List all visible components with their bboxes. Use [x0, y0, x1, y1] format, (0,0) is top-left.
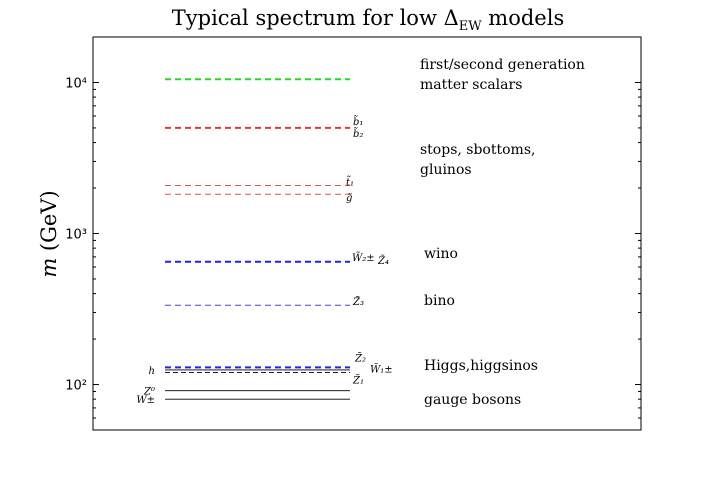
- particle-label: Z⁰: [143, 387, 155, 398]
- particle-label: h: [149, 366, 155, 377]
- particle-group-label: gluinos: [420, 162, 472, 178]
- particle-label: Z̃₃: [352, 296, 364, 308]
- particle-label: b̃₁: [353, 115, 363, 128]
- particle-label: g̃: [346, 193, 352, 204]
- particle-label: W±: [136, 395, 155, 406]
- y-axis-label: m (GeV): [37, 190, 61, 277]
- y-axis-label-unit: (GeV): [37, 190, 61, 257]
- particle-group-label: matter scalars: [420, 77, 522, 93]
- spectrum-levels: [165, 78, 350, 400]
- particle-label: Z̃₁: [352, 375, 364, 387]
- particle-label: Z̃₂: [354, 353, 366, 365]
- title-suffix: models: [482, 6, 565, 30]
- particle-group-label: stops, sbottoms,: [420, 142, 535, 158]
- title-prefix: Typical spectrum for low Δ: [172, 6, 459, 30]
- particle-group-labels: first/second generation matter scalars sto…: [420, 57, 585, 408]
- particle-group-label: Higgs,higgsinos: [424, 358, 538, 374]
- y-axis-label-symbol: m: [37, 258, 61, 278]
- plot-frame: [92, 36, 642, 431]
- svg-text:Typical spectrum for low ΔEW m: Typical spectrum for low ΔEW models: [172, 6, 564, 34]
- particle-group-label: gauge bosons: [424, 392, 521, 408]
- particle-label: W̃₁±: [370, 364, 393, 376]
- particle-label: b̃₂: [353, 127, 363, 140]
- particle-group-label: first/second generation: [420, 57, 585, 73]
- particle-group-label: bino: [424, 293, 455, 309]
- chart-title: Typical spectrum for low ΔEW models: [172, 6, 564, 34]
- y-tick-label: 10²: [65, 379, 87, 394]
- particle-label: t̃₁: [346, 175, 354, 188]
- y-axis-ticks: 10² 10³ 10⁴: [65, 36, 641, 431]
- particle-group-label: wino: [424, 246, 458, 262]
- title-subscript: EW: [459, 19, 482, 34]
- particle-label: W̃₂±: [352, 252, 375, 264]
- y-tick-label: 10⁴: [65, 76, 87, 91]
- spectrum-level-labels: b̃₁b̃₂ t̃₁ g̃ W̃₂± Z̃₄ Z̃₃ Z̃₂ W̃₁± h Z̃₁ Z⁰W±: [136, 115, 392, 406]
- particle-label: Z̃₄: [377, 255, 389, 267]
- y-tick-label: 10³: [65, 228, 87, 243]
